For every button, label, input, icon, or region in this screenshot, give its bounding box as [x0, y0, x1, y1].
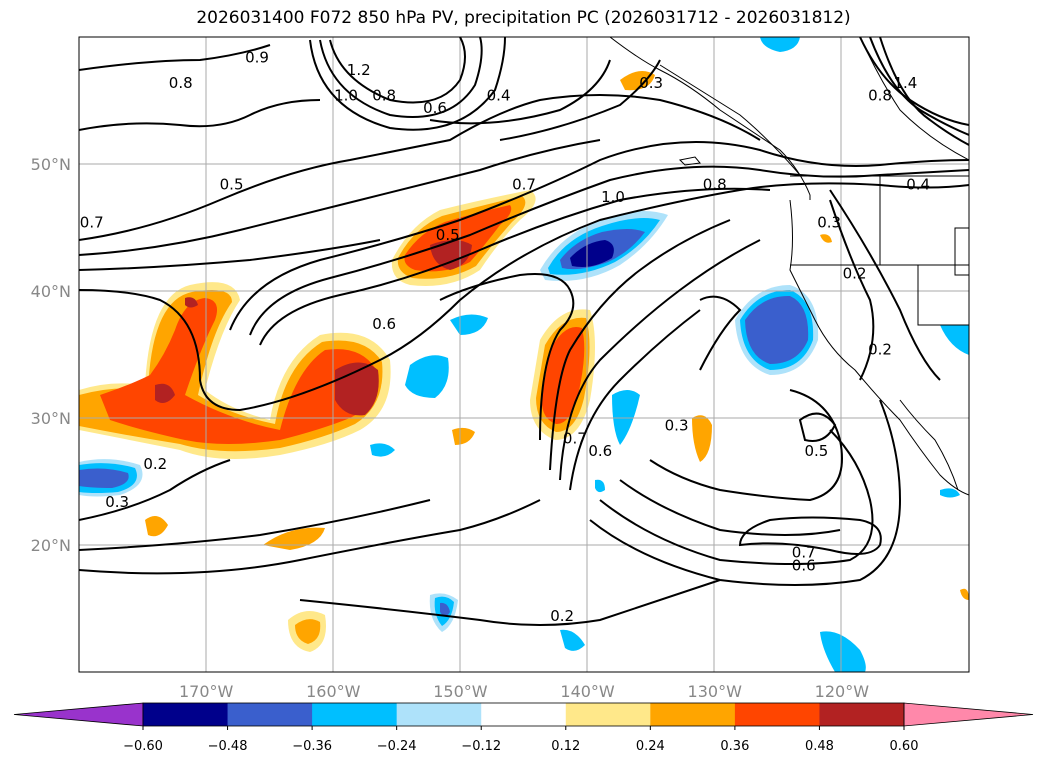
- colorbar-segment: [481, 703, 567, 726]
- precip-positive-region: [263, 527, 325, 550]
- contour-label: 0.5: [220, 175, 244, 193]
- colorbar-tick-label: 0.36: [720, 739, 749, 754]
- latitude-label: 40°N: [31, 282, 71, 301]
- precip-negative-region: [940, 488, 960, 498]
- contour-label: 0.8: [372, 87, 396, 105]
- precip-positive-region: [541, 326, 585, 425]
- longitude-labels: 170°W 160°W 150°W 140°W 130°W 120°W: [179, 682, 869, 701]
- precip-negative-region: [405, 355, 449, 398]
- contour-label: 0.2: [843, 264, 867, 282]
- colorbar: −0.60 −0.48 −0.36 −0.24 −0.12 0.12 0.24 0.36 0.4…: [13, 702, 1034, 754]
- longitude-label: 170°W: [179, 682, 234, 701]
- contour-label: 0.7: [792, 544, 816, 562]
- longitude-label: 120°W: [815, 682, 870, 701]
- contour-label: 0.2: [143, 455, 167, 473]
- contour-label: 0.5: [804, 442, 828, 460]
- colorbar-tick-label: −0.48: [208, 739, 248, 754]
- contour-label: 1.2: [347, 61, 371, 79]
- colorbar-segment: [734, 703, 820, 726]
- colorbar-tick-label: −0.36: [292, 739, 332, 754]
- colorbar-frame: [142, 702, 905, 727]
- precip-shading: [79, 37, 969, 672]
- latitude-labels: 50°N 40°N 30°N 20°N: [31, 155, 71, 555]
- precip-negative-region: [760, 37, 800, 52]
- longitude-label: 140°W: [560, 682, 615, 701]
- precip-positive-region: [452, 427, 475, 445]
- contour-label: 0.3: [105, 493, 129, 511]
- colorbar-tick-label: −0.12: [461, 739, 501, 754]
- precip-positive-region: [145, 516, 168, 537]
- map-title: 2026031400 F072 850 hPa PV, precipitatio…: [196, 8, 851, 28]
- contour-label: 1.4: [893, 74, 917, 92]
- colorbar-segment: [227, 703, 313, 726]
- contour-label: 0.3: [665, 417, 689, 435]
- precip-negative-region: [79, 468, 129, 488]
- contour-label: 0.7: [563, 429, 587, 447]
- colorbar-segment: [143, 703, 229, 726]
- precip-positive-region: [430, 240, 472, 270]
- precip-negative-region: [820, 631, 866, 672]
- contour-label: 0.3: [639, 74, 663, 92]
- precip-positive-region: [820, 234, 832, 243]
- contour-label: 0.6: [423, 99, 447, 117]
- latitude-label: 30°N: [31, 409, 71, 428]
- precip-negative-region: [595, 479, 605, 493]
- precip-negative-region: [570, 240, 614, 267]
- precip-negative-region: [440, 602, 450, 616]
- contour-label: 0.8: [868, 87, 892, 105]
- colorbar-extend-max: [903, 702, 1034, 727]
- colorbar-tick-label: 0.48: [805, 739, 834, 754]
- contour-label: 0.3: [817, 214, 841, 232]
- colorbar-segment: [312, 703, 398, 726]
- pv-contours: [79, 37, 969, 626]
- precip-negative-region: [560, 629, 585, 651]
- colorbar-segment: [396, 703, 482, 726]
- map-frame: [78, 36, 970, 673]
- contour-label: 0.9: [245, 48, 269, 66]
- precip-positive-region: [295, 619, 321, 644]
- precip-positive-region: [404, 205, 512, 272]
- colorbar-tick-label: 0.60: [890, 739, 919, 754]
- colorbar-tick-label: −0.24: [377, 739, 417, 754]
- colorbar-tick-label: −0.60: [123, 739, 163, 754]
- contour-label: 0.8: [703, 175, 727, 193]
- contour-label: 1.0: [601, 188, 625, 206]
- contour-labels: 1.2 1.0 0.8 0.6 0.4 0.9 0.8 0.5 0.5 0.7 1.0 0.8 0.3 0…: [80, 48, 930, 625]
- precip-negative-region: [940, 325, 969, 355]
- precip-negative-region: [370, 443, 395, 457]
- precip-positive-region: [185, 297, 198, 308]
- contour-label: 0.5: [436, 226, 460, 244]
- contour-label: 0.4: [906, 175, 930, 193]
- colorbar-tick-label: 0.24: [636, 739, 665, 754]
- colorbar-extend-min: [13, 702, 144, 727]
- longitude-label: 160°W: [306, 682, 361, 701]
- contour-label: 0.7: [512, 175, 536, 193]
- precip-positive-region: [960, 588, 969, 600]
- contour-label: 0.4: [487, 87, 511, 105]
- contour-label: 0.6: [372, 315, 396, 333]
- precip-positive-region: [692, 415, 712, 462]
- colorbar-tick-label: 0.12: [551, 739, 580, 754]
- contour-label: 0.6: [588, 442, 612, 460]
- contour-label: 1.0: [334, 87, 358, 105]
- map-background: [79, 37, 969, 672]
- latitude-label: 20°N: [31, 536, 71, 555]
- contour-label: 0.2: [868, 341, 892, 359]
- colorbar-segment: [819, 703, 905, 726]
- colorbar-segment: [565, 703, 651, 726]
- longitude-label: 130°W: [688, 682, 743, 701]
- colorbar-segment: [650, 703, 736, 726]
- latitude-label: 50°N: [31, 155, 71, 174]
- contour-label: 0.6: [792, 556, 816, 574]
- precip-positive-region: [620, 71, 655, 91]
- longitude-label: 150°W: [433, 682, 488, 701]
- contour-label: 0.2: [550, 607, 574, 625]
- precip-positive-region: [100, 298, 376, 444]
- contour-label: 0.8: [169, 74, 193, 92]
- contour-label: 0.7: [80, 214, 104, 232]
- precip-negative-region: [745, 295, 809, 364]
- precip-positive-region: [155, 383, 175, 404]
